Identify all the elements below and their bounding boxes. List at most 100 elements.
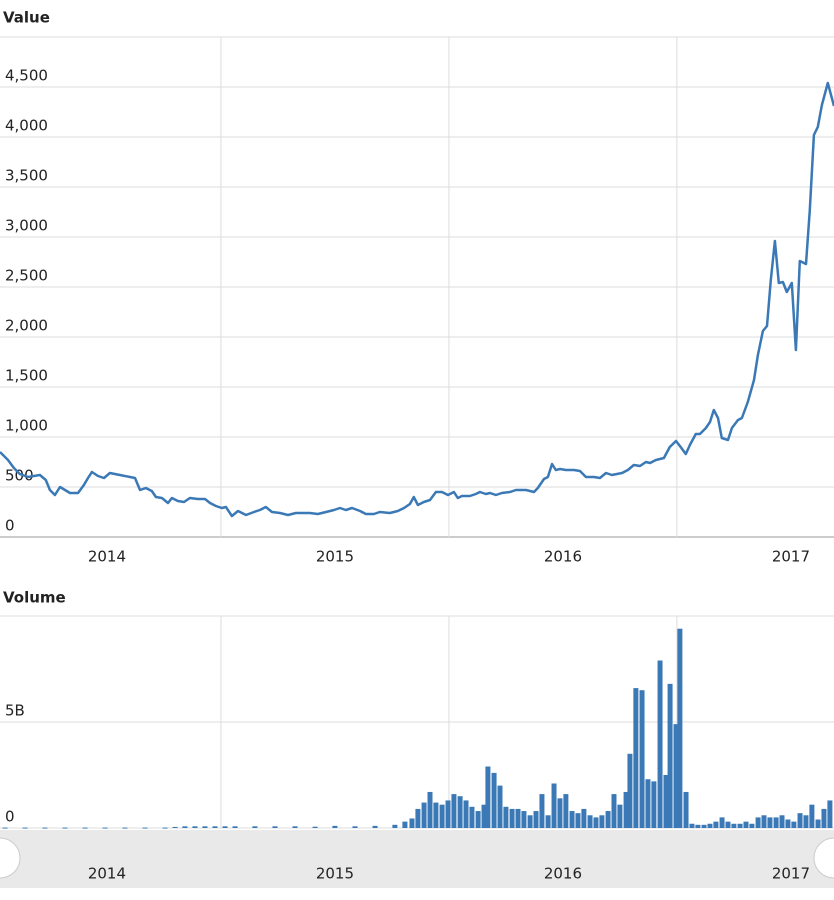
volume-bar xyxy=(142,827,148,829)
price-line xyxy=(0,81,834,518)
x-tick-label: 2017 xyxy=(772,865,810,883)
navigator-handle-right[interactable] xyxy=(813,837,834,879)
y-tick-label: 2,500 xyxy=(5,267,48,285)
volume-bar xyxy=(791,821,797,828)
x-tick-label: 2015 xyxy=(316,865,354,883)
volume-bar xyxy=(463,800,469,828)
x-tick-label: 2017 xyxy=(772,548,810,566)
volume-bar xyxy=(617,804,623,828)
y-tick-label: 3,500 xyxy=(5,167,48,185)
x-tick-label: 2016 xyxy=(544,865,582,883)
volume-bar xyxy=(779,815,785,828)
y-tick-label: 1,500 xyxy=(5,367,48,385)
volume-bar xyxy=(533,811,539,828)
volume-bar xyxy=(683,791,689,828)
y-tick-label: 2,000 xyxy=(5,317,48,335)
volume-bar xyxy=(421,802,427,828)
volume-bar xyxy=(551,783,557,828)
volume-bar xyxy=(611,794,617,828)
volume-bar xyxy=(557,798,563,828)
volume-bar xyxy=(719,817,725,828)
volume-bar xyxy=(272,826,278,828)
volume-bar xyxy=(232,826,238,828)
volume-bar xyxy=(627,753,633,828)
volume-bar xyxy=(645,779,651,828)
volume-bar xyxy=(122,827,128,829)
volume-bar xyxy=(102,827,108,829)
volume-bar xyxy=(162,827,168,829)
volume-bar xyxy=(182,826,188,828)
volume-bar xyxy=(527,815,533,828)
volume-bar xyxy=(485,766,491,828)
volume-bar xyxy=(563,794,569,828)
volume-bar xyxy=(433,802,439,828)
panel-title: Volume xyxy=(3,589,66,607)
volume-bar xyxy=(707,823,713,828)
x-tick-label: 2016 xyxy=(544,548,582,566)
volume-bar xyxy=(605,811,611,828)
volume-bar xyxy=(821,808,827,828)
volume-bar xyxy=(172,826,178,828)
volume-bar xyxy=(22,827,28,829)
volume-bar xyxy=(599,815,605,828)
navigator-handle-left[interactable] xyxy=(0,837,21,879)
volume-bar xyxy=(569,811,575,828)
volume-bar xyxy=(651,781,657,828)
volume-bar xyxy=(372,825,378,828)
volume-bar xyxy=(663,775,669,828)
volume-bar xyxy=(575,813,581,828)
volume-bar xyxy=(503,806,509,828)
volume-bar xyxy=(667,683,673,828)
volume-bar xyxy=(701,824,707,828)
volume-bar xyxy=(785,819,791,828)
panel-title: Value xyxy=(3,9,50,27)
volume-bar xyxy=(481,804,487,828)
volume-bar xyxy=(581,808,587,828)
volume-bar xyxy=(392,824,398,828)
volume-bar xyxy=(202,826,208,828)
volume-bar xyxy=(797,813,803,828)
volume-bar xyxy=(491,772,497,828)
volume-bar xyxy=(312,826,318,828)
volume-bar xyxy=(192,826,198,828)
volume-bar xyxy=(439,804,445,828)
volume-bar xyxy=(623,791,629,828)
x-tick-label: 2015 xyxy=(316,548,354,566)
y-tick-label: 500 xyxy=(5,467,34,485)
volume-bar xyxy=(657,660,663,828)
y-tick-label: 4,000 xyxy=(5,117,48,135)
volume-bar xyxy=(509,808,515,828)
y-tick-label: 4,500 xyxy=(5,67,48,85)
y-tick-label: 0 xyxy=(5,808,15,826)
volume-bar xyxy=(593,817,599,828)
volume-bar xyxy=(737,823,743,828)
volume-bar xyxy=(689,823,695,828)
volume-bar xyxy=(451,794,457,828)
volume-bar xyxy=(409,818,415,828)
y-tick-label: 1,000 xyxy=(5,417,48,435)
volume-bar xyxy=(42,827,48,829)
volume-bar xyxy=(809,804,815,828)
volume-bar xyxy=(731,823,737,828)
volume-bar xyxy=(743,821,749,828)
volume-bar xyxy=(803,815,809,828)
volume-bar xyxy=(755,817,761,828)
volume-bar xyxy=(252,826,258,828)
volume-bar xyxy=(292,826,298,828)
volume-bar xyxy=(212,826,218,828)
volume-bar xyxy=(469,806,475,828)
volume-bar xyxy=(539,794,545,828)
volume-bar xyxy=(352,826,358,828)
volume-bar xyxy=(767,817,773,828)
navigator[interactable] xyxy=(0,830,834,888)
volume-bar xyxy=(445,800,451,828)
volume-bar xyxy=(673,724,679,828)
x-tick-label: 2014 xyxy=(88,865,126,883)
x-tick-label: 2014 xyxy=(88,548,126,566)
volume-bar xyxy=(515,808,521,828)
volume-bar xyxy=(633,688,639,828)
volume-bar xyxy=(332,825,338,828)
y-tick-label: 0 xyxy=(5,517,15,535)
